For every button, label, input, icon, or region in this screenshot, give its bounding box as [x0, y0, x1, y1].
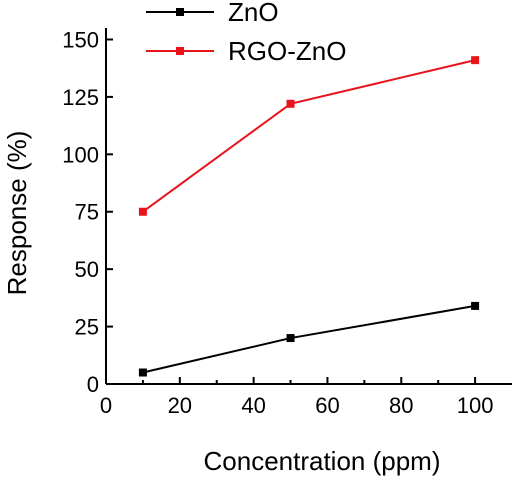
- y-tick-label: 100: [62, 142, 99, 167]
- x-tick-label: 60: [315, 393, 339, 418]
- legend-marker-zno: [176, 8, 184, 16]
- y-tick-label: 50: [75, 257, 99, 282]
- axes: 0 20 40 60 80 100 0 25 50 75 100 125 150: [62, 27, 512, 418]
- series-layer: [138, 56, 480, 377]
- data-point-zno: [471, 301, 480, 310]
- data-point-rgo-zno: [138, 207, 147, 216]
- series-line-rgo-zno: [142, 59, 476, 213]
- x-tick-label: 40: [241, 393, 265, 418]
- data-point-rgo-zno: [286, 99, 295, 108]
- y-tick-label: 0: [87, 372, 99, 397]
- y-tick-label: 125: [62, 85, 99, 110]
- legend-label-rgo-zno: RGO-ZnO: [228, 36, 346, 66]
- y-axis-label: Response (%): [2, 131, 32, 296]
- data-point-rgo-zno: [471, 56, 480, 65]
- x-tick-label: 100: [457, 393, 494, 418]
- y-tick-label: 75: [75, 200, 99, 225]
- data-point-zno: [286, 334, 295, 343]
- legend-label-zno: ZnO: [228, 0, 279, 27]
- x-tick-label: 0: [100, 393, 112, 418]
- y-tick-label: 150: [62, 27, 99, 52]
- x-tick-label: 20: [168, 393, 192, 418]
- x-tick-label: 80: [389, 393, 413, 418]
- series-line-zno: [142, 304, 476, 374]
- data-point-zno: [138, 368, 147, 377]
- legend-marker-rgo-zno: [176, 47, 184, 55]
- x-axis-label: Concentration (ppm): [204, 446, 441, 476]
- y-tick-label: 25: [75, 315, 99, 340]
- legend: ZnO RGO-ZnO: [146, 0, 346, 66]
